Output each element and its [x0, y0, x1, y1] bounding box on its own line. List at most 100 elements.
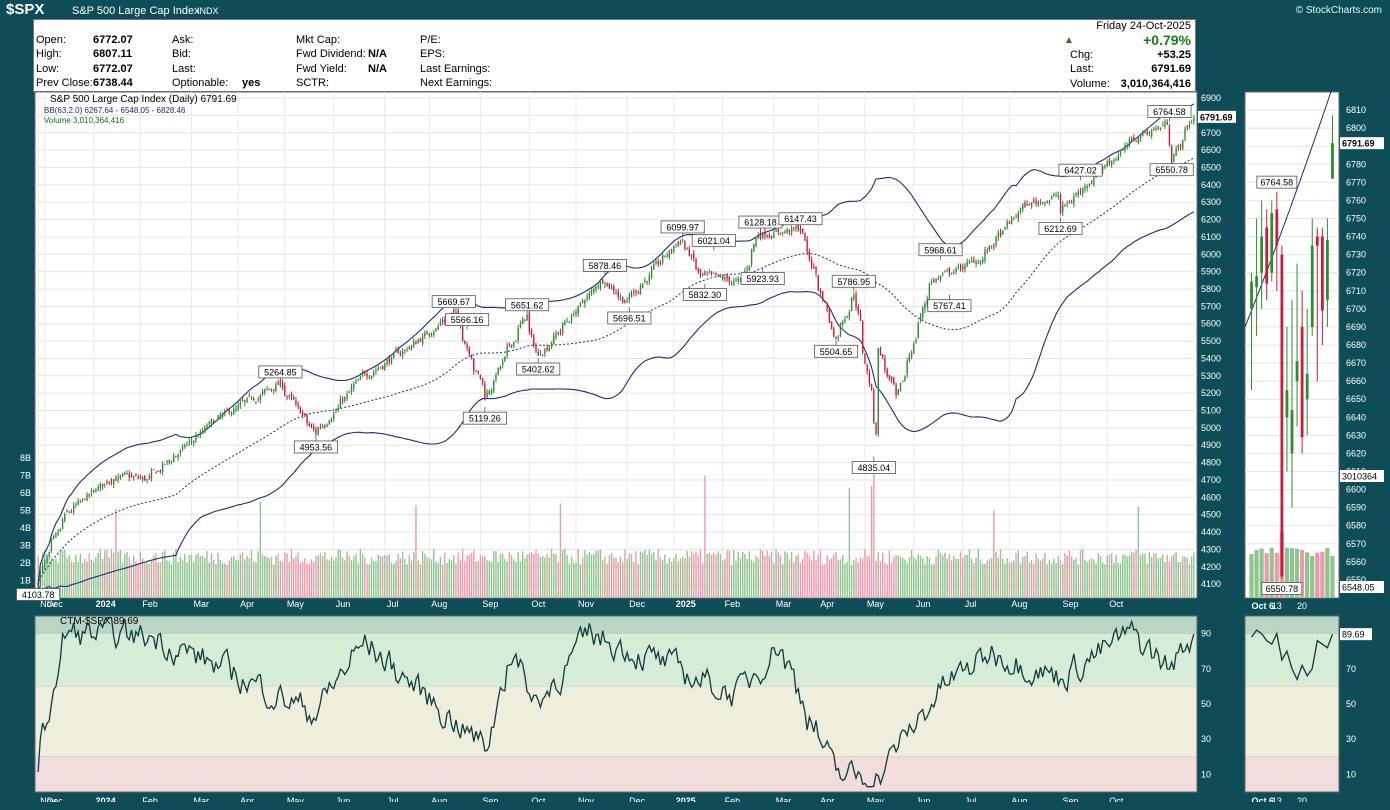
- volume-bar: [299, 563, 302, 598]
- candle-body: [1055, 194, 1057, 196]
- candle-body: [935, 278, 937, 281]
- candle-body: [684, 241, 686, 249]
- volume-bar: [1173, 553, 1175, 598]
- volume-bar: [948, 554, 951, 598]
- candle-body: [64, 513, 66, 522]
- volume-bar: [708, 552, 711, 598]
- candle-body: [1053, 194, 1055, 196]
- candle-body: [366, 373, 368, 377]
- volume-bar: [244, 559, 246, 598]
- volume-bar: [730, 564, 733, 598]
- volume-bar: [475, 561, 477, 598]
- volume-bar: [859, 557, 862, 598]
- volume-bar: [550, 549, 553, 598]
- candle-body: [793, 227, 795, 229]
- candle-body: [199, 431, 202, 436]
- volume-bar: [137, 562, 139, 598]
- candle-body: [355, 380, 357, 384]
- annotation-box: [927, 299, 972, 313]
- candle-body: [868, 372, 871, 384]
- volume-bar: [1179, 561, 1182, 598]
- candle-body: [733, 281, 735, 285]
- candle-body: [637, 291, 639, 293]
- volume-bar: [139, 551, 142, 598]
- zoom-candle-body: [1326, 240, 1329, 300]
- candle-body: [595, 286, 597, 290]
- ctm-month-label: Nov: [40, 796, 57, 802]
- annotation-box: [16, 588, 61, 601]
- zoom-price-chart: 6550656065706580659066006610662066306640…: [1244, 90, 1384, 610]
- volume-bar: [719, 553, 722, 598]
- candle-body: [328, 420, 330, 424]
- zoom-ctm-zone: [1245, 686, 1339, 757]
- volume-bar: [753, 562, 755, 598]
- zoom-ctm-tick: 30: [1346, 734, 1356, 744]
- volume-bar: [395, 560, 397, 598]
- volume-bar: [764, 555, 766, 598]
- volume-bar: [644, 549, 646, 598]
- candle-body: [361, 371, 364, 375]
- volume-bar: [570, 556, 573, 598]
- volume-bar: [406, 564, 408, 598]
- volume-bar: [237, 560, 239, 598]
- volume-bar: [850, 564, 853, 598]
- candle-body: [928, 284, 931, 300]
- volume-bar: [146, 561, 148, 598]
- candle-body: [273, 389, 275, 392]
- candle-body: [1028, 204, 1031, 206]
- candle-body: [553, 335, 555, 344]
- volume-bar: [57, 562, 59, 598]
- candle-body: [564, 321, 566, 325]
- candle-body: [959, 267, 962, 269]
- price-tick-label: 6900: [1201, 93, 1221, 103]
- candle-body: [1108, 160, 1111, 164]
- candle-body: [357, 379, 359, 381]
- volume-bar: [190, 554, 193, 598]
- volume-bar: [379, 555, 382, 598]
- volume-bar: [935, 556, 937, 598]
- volume-bar: [1050, 563, 1053, 598]
- open-value: 6772.07: [93, 34, 133, 46]
- volume-bar: [593, 554, 595, 598]
- volume-bar: [646, 554, 648, 598]
- volume-bar: [975, 558, 977, 598]
- volume-bar: [493, 550, 495, 598]
- month-tick-label: Aug: [1011, 599, 1027, 609]
- volume-bar: [675, 554, 677, 598]
- candle-body: [333, 414, 335, 419]
- candle-body: [924, 303, 926, 310]
- zoom-volume-bar: [1264, 553, 1269, 598]
- candle-body: [524, 319, 526, 321]
- candle-body: [186, 443, 188, 445]
- volume-bar: [875, 560, 877, 598]
- candle-body: [1088, 184, 1091, 186]
- annotation-label: 5786.95: [838, 277, 871, 287]
- candle-body: [773, 232, 775, 238]
- open-label: Open:: [36, 34, 66, 46]
- volume-bar: [1077, 564, 1080, 598]
- candle-body: [335, 411, 337, 413]
- volume-bars: [37, 473, 1195, 598]
- volume-bar: [313, 561, 315, 598]
- candle-body: [993, 245, 995, 247]
- volume-bar: [1184, 556, 1186, 598]
- price-tick-label: 4200: [1201, 562, 1221, 572]
- candle-body: [473, 358, 475, 372]
- candle-body: [210, 419, 213, 424]
- volume-bar: [241, 552, 244, 598]
- candle-body: [615, 292, 617, 294]
- candle-body: [404, 349, 406, 351]
- candle-body: [390, 357, 393, 365]
- fwd-yield-label: Fwd Yield:: [296, 63, 347, 75]
- month-tick-label: Jun: [336, 599, 351, 609]
- volume-bar: [235, 560, 237, 598]
- candle-body: [737, 278, 739, 282]
- low-value: 6772.07: [93, 63, 133, 75]
- candle-body: [670, 250, 673, 252]
- candle-body: [1086, 185, 1088, 188]
- zoom-candle-body: [1331, 143, 1334, 179]
- volume-bar: [66, 557, 68, 598]
- volume-bar: [132, 555, 135, 598]
- candle-body: [144, 476, 146, 481]
- ctm-month-label: Mar: [776, 796, 792, 802]
